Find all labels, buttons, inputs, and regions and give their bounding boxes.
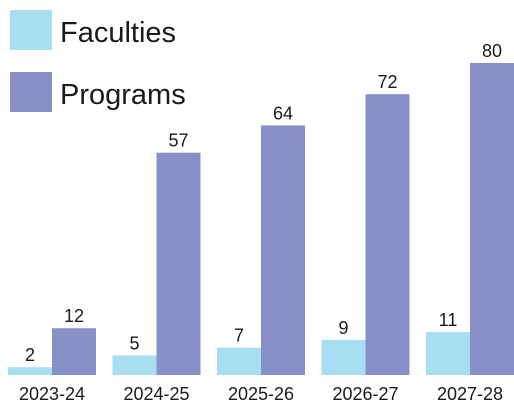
bar xyxy=(470,63,514,375)
legend-swatch xyxy=(10,10,52,50)
x-tick-label: 2024-25 xyxy=(123,384,189,403)
legend-label: Faculties xyxy=(60,17,176,49)
value-label: 57 xyxy=(168,131,188,151)
legend-swatch xyxy=(10,72,52,112)
bar xyxy=(52,328,96,375)
x-tick-label: 2025-26 xyxy=(228,384,294,403)
bar xyxy=(217,347,261,375)
bar xyxy=(365,94,410,375)
x-tick-label: 2027-28 xyxy=(437,384,503,403)
value-label: 11 xyxy=(439,310,458,330)
value-label: 5 xyxy=(129,334,139,354)
value-label: 80 xyxy=(482,41,502,61)
value-label: 12 xyxy=(64,306,84,326)
value-label: 72 xyxy=(377,72,397,92)
bar xyxy=(112,355,157,375)
value-label: 2 xyxy=(25,345,35,365)
bar xyxy=(8,367,52,375)
value-label: 7 xyxy=(234,326,244,346)
x-tick-label: 2026-27 xyxy=(332,384,398,403)
bar xyxy=(321,339,366,375)
value-label: 9 xyxy=(338,318,348,338)
bar xyxy=(156,152,201,375)
value-label: 64 xyxy=(273,103,293,123)
x-tick-label: 2023-24 xyxy=(19,384,85,403)
bar xyxy=(426,332,470,375)
bar xyxy=(261,125,305,376)
legend-label: Programs xyxy=(60,79,186,111)
